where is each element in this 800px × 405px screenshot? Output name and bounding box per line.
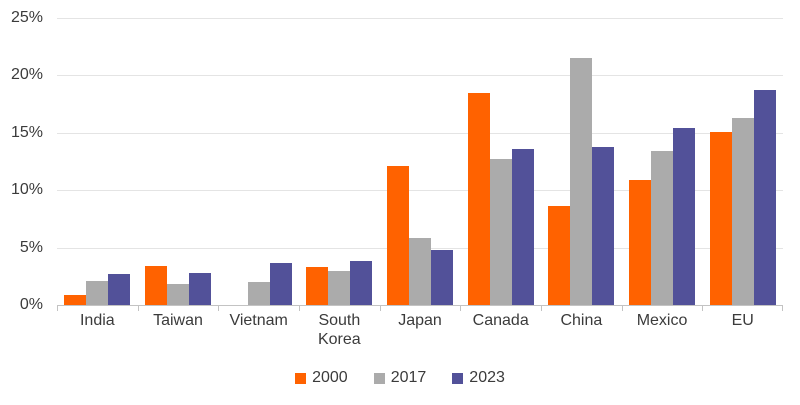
x-axis-label-canada: Canada: [460, 311, 541, 349]
legend-label: 2017: [390, 369, 427, 386]
bar-2017-eu: [731, 117, 754, 305]
bar-2017-mexico: [651, 151, 674, 305]
x-axis-label-text: South Korea: [317, 312, 361, 348]
bar-2017-vietnam: [247, 282, 270, 305]
x-axis-labels: India Taiwan Vietnam South Korea Japan Canada…: [57, 311, 783, 349]
x-axis-label-text: China: [560, 312, 603, 329]
x-axis-tick: [218, 306, 220, 311]
bar-2000-japan: [387, 166, 410, 305]
legend-item-2023: 2023: [452, 370, 505, 386]
plot-area: [57, 18, 783, 306]
x-axis-tick: [540, 306, 542, 311]
x-axis-label-vietnam: Vietnam: [218, 311, 299, 349]
x-axis-tick: [782, 306, 783, 311]
bar-2000-taiwan: [145, 265, 167, 305]
bar-group-india: [57, 18, 138, 305]
legend-swatch-2000: [295, 372, 307, 384]
bar-2023-taiwan: [189, 272, 211, 305]
bar-2023-south-korea: [350, 261, 373, 305]
gridline: [57, 75, 783, 77]
x-axis-label-text: India: [79, 312, 115, 329]
bar-2023-india: [108, 274, 131, 305]
x-axis-label-text: EU: [731, 312, 754, 329]
x-axis-tick: [137, 306, 139, 311]
bar-2017-india: [86, 280, 109, 305]
y-axis-label: 10%: [10, 181, 43, 199]
legend-item-2000: 2000: [295, 370, 348, 386]
bar-2017-south-korea: [328, 270, 351, 305]
x-axis-ticks: [57, 306, 783, 311]
x-axis-tick: [621, 306, 623, 311]
y-axis-labels: 0% 5% 10% 15% 20% 25%: [0, 0, 43, 330]
x-axis-label-text: Vietnam: [229, 312, 288, 329]
bar-2017-canada: [489, 159, 512, 305]
bar-2000-china: [548, 206, 571, 305]
x-axis-label-japan: Japan: [380, 311, 461, 349]
bar-group-mexico: [622, 18, 703, 305]
x-axis-label-text: Mexico: [636, 312, 688, 329]
x-axis-tick: [57, 306, 58, 311]
bar-2017-taiwan: [167, 284, 189, 305]
y-axis-label: 20%: [10, 66, 43, 84]
bar-2023-mexico: [673, 128, 696, 305]
bar-2000-mexico: [629, 179, 652, 305]
bar-2023-japan: [431, 249, 454, 305]
bar-2023-vietnam: [269, 262, 292, 305]
legend-label: 2000: [312, 369, 348, 386]
bar-2000-canada: [467, 92, 490, 305]
bar-2023-canada: [511, 148, 534, 305]
bar-group-south-korea: [299, 18, 380, 305]
x-axis-label-text: Japan: [398, 312, 442, 329]
x-axis-label-india: India: [57, 311, 138, 349]
bar-2017-japan: [409, 238, 432, 305]
legend-item-2017: 2017: [373, 369, 427, 386]
bar-2023-china: [592, 146, 615, 305]
x-axis-label-text: Taiwan: [153, 312, 203, 329]
gridline: [57, 190, 783, 192]
x-axis-tick: [379, 306, 381, 311]
x-axis-label-south-korea: South Korea: [299, 311, 380, 349]
bar-2000-india: [64, 294, 87, 305]
bar-2023-eu: [753, 90, 776, 305]
x-axis-tick: [702, 306, 704, 311]
x-axis-label-taiwan: Taiwan: [138, 311, 219, 349]
legend: 2000 2017 2023: [0, 370, 800, 386]
bar-group-taiwan: [138, 18, 219, 305]
y-axis-label: 0%: [19, 296, 43, 313]
bar-group-vietnam: [218, 18, 299, 305]
legend-swatch-2017: [373, 372, 385, 384]
bar-2000-eu: [709, 131, 732, 305]
x-axis-label-china: China: [541, 311, 622, 349]
y-axis-label: 5%: [19, 238, 43, 256]
x-axis-tick: [298, 306, 300, 311]
bars-row: [57, 18, 783, 305]
gridline: [57, 18, 783, 19]
x-axis-label-text: Canada: [472, 312, 529, 329]
bar-group-canada: [460, 18, 541, 305]
bar-group-japan: [380, 18, 461, 305]
bar-2017-china: [570, 58, 593, 305]
x-axis-label-eu: EU: [702, 311, 783, 349]
y-axis-label: 15%: [10, 123, 43, 141]
x-axis-label-mexico: Mexico: [622, 311, 703, 349]
bar-group-eu: [702, 18, 783, 305]
bar-2000-south-korea: [306, 267, 329, 305]
gridline: [57, 132, 783, 134]
bar-group-china: [541, 18, 622, 305]
y-axis-label: 25%: [10, 9, 43, 26]
legend-swatch-2023: [452, 372, 464, 384]
legend-label: 2023: [469, 369, 505, 386]
x-axis-tick: [460, 306, 462, 311]
